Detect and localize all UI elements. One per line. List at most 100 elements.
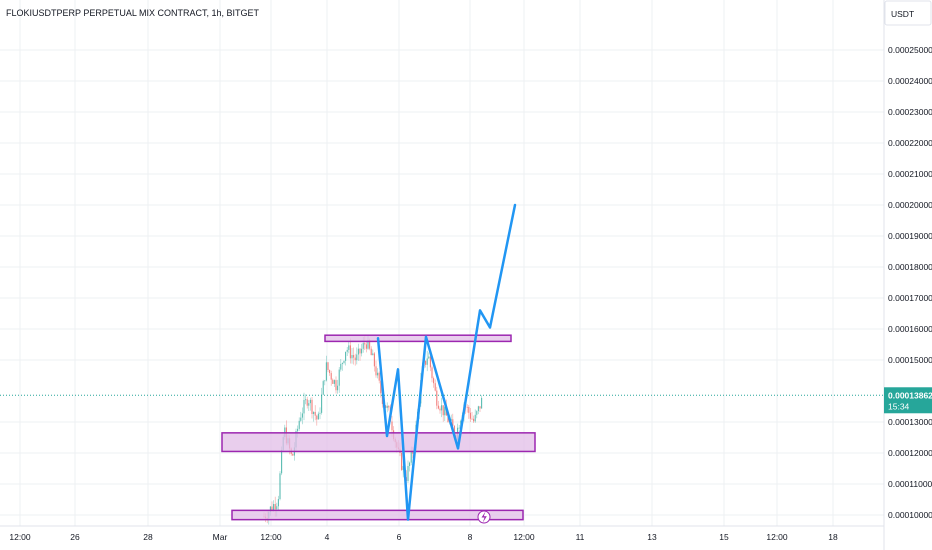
- candlesticks: [263, 334, 483, 525]
- candle-body: [407, 466, 409, 482]
- time-tick-label: 15: [719, 532, 729, 542]
- candle-body: [301, 413, 303, 418]
- candle-body: [425, 360, 427, 365]
- projection-path[interactable]: [376, 203, 517, 521]
- candle-body: [324, 380, 326, 382]
- candle-body: [316, 415, 318, 420]
- currency-button[interactable]: USDT: [884, 0, 932, 26]
- candle-body: [346, 349, 348, 352]
- candle-body: [450, 419, 452, 421]
- price-axis[interactable]: 0.00025000 0.00024000 0.00023000 0.00022000…: [883, 0, 932, 550]
- price-tick-label: 0.00023000: [888, 107, 932, 117]
- candle-body: [300, 417, 302, 421]
- candle-body: [281, 449, 283, 474]
- candle-body: [388, 405, 390, 408]
- price-tick-label: 0.00024000: [888, 76, 932, 86]
- candle-body: [357, 348, 359, 355]
- candle-body: [297, 428, 299, 432]
- candle-body: [444, 406, 446, 416]
- candle-body: [373, 353, 375, 367]
- price-tick-label: 0.00021000: [888, 169, 932, 179]
- candle-body: [322, 381, 324, 395]
- candle-body: [433, 378, 435, 384]
- time-tick-label: 12:00: [260, 532, 282, 542]
- support-zone-lower: [231, 509, 524, 521]
- candle-body: [276, 506, 278, 510]
- candle-body: [341, 362, 343, 364]
- candle-body: [378, 372, 380, 381]
- candle-body: [380, 380, 382, 394]
- price-tick-label: 0.00016000: [888, 324, 932, 334]
- candle-body: [349, 345, 351, 359]
- candle-body: [332, 379, 334, 384]
- price-tick-label: 0.00015000: [888, 355, 932, 365]
- chart-title: FLOKIUSDTPERP PERPETUAL MIX CONTRACT, 1h…: [6, 8, 260, 18]
- candle-body: [372, 353, 374, 356]
- time-tick-label: 12:00: [513, 532, 535, 542]
- candle-body: [429, 356, 431, 368]
- candle-body: [314, 411, 316, 416]
- lightning-icon[interactable]: [477, 510, 491, 524]
- candle-body: [377, 372, 379, 376]
- time-tick-label: Mar: [213, 532, 228, 542]
- candle-body: [361, 348, 363, 354]
- candle-body: [386, 405, 388, 408]
- candle-body: [447, 415, 449, 423]
- candle-body: [367, 339, 369, 349]
- candle-body: [476, 411, 478, 415]
- candle-body: [466, 406, 468, 408]
- price-tick-label: 0.00017000: [888, 293, 932, 303]
- candle-body: [426, 358, 428, 365]
- candle-body: [434, 383, 436, 391]
- candle-body: [345, 351, 347, 361]
- candle-body: [441, 405, 443, 411]
- price-tick-label: 0.00025000: [888, 45, 932, 55]
- candle-body: [362, 343, 364, 349]
- candle-body: [273, 504, 275, 511]
- candle-body: [325, 362, 327, 381]
- candle-body: [309, 399, 311, 404]
- candle-body: [431, 367, 433, 379]
- time-tick-label: 8: [468, 532, 473, 542]
- candle-body: [402, 465, 404, 470]
- price-tick-label: 0.00020000: [888, 200, 932, 210]
- candle-body: [269, 506, 271, 512]
- candle-body: [473, 418, 475, 422]
- candle-body: [469, 412, 471, 419]
- candle-body: [335, 380, 337, 391]
- candle-body: [474, 414, 476, 422]
- candle-body: [353, 355, 355, 358]
- candle-body: [471, 418, 473, 420]
- candle-body: [327, 362, 329, 371]
- candle-body: [364, 343, 366, 345]
- candle-body: [303, 399, 305, 414]
- time-axis[interactable]: 12:00 26 28 Mar 12:00 4 6 8 12:00 11 13 15 12:00 18: [0, 525, 884, 542]
- time-tick-label: 6: [397, 532, 402, 542]
- time-tick-label: 12:00: [766, 532, 788, 542]
- candle-body: [311, 399, 313, 414]
- candle-body: [409, 462, 411, 467]
- candle-body: [308, 403, 310, 406]
- candle-body: [340, 363, 342, 370]
- candle-body: [292, 453, 294, 456]
- time-tick-label: 28: [143, 532, 153, 542]
- candle-body: [428, 356, 430, 359]
- price-tick-label: 0.00018000: [888, 262, 932, 272]
- price-tick-label: 0.00012000: [888, 448, 932, 458]
- current-price-badge: 0.00013862 15:34: [884, 387, 932, 414]
- candle-body: [385, 405, 387, 408]
- candle-body: [479, 406, 481, 409]
- countdown-timer: 15:34: [888, 401, 910, 411]
- time-tick-label: 4: [325, 532, 330, 542]
- price-tick-label: 0.00022000: [888, 138, 932, 148]
- time-tick-label: 13: [647, 532, 657, 542]
- time-tick-label: 11: [576, 532, 585, 542]
- candle-body: [337, 385, 339, 391]
- current-price-value: 0.00013862: [888, 390, 932, 400]
- candle-body: [351, 355, 353, 359]
- candle-body: [458, 427, 460, 429]
- price-zones[interactable]: [221, 334, 536, 521]
- candle-body: [477, 406, 479, 412]
- support-zone-middle: [221, 432, 536, 453]
